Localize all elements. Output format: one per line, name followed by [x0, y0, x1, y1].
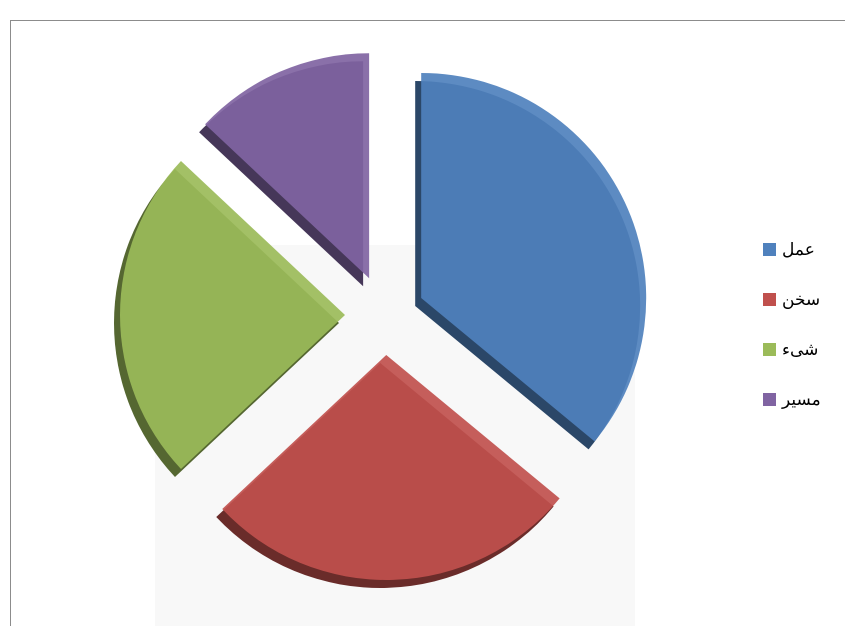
legend-swatch — [763, 293, 776, 306]
legend-swatch — [763, 343, 776, 356]
slice — [205, 53, 370, 279]
chart-frame — [10, 20, 845, 626]
legend-label: شیء — [782, 340, 818, 360]
slice — [421, 72, 647, 442]
legend-label: عمل — [782, 240, 815, 260]
slice — [119, 160, 345, 470]
legend-label: سخن — [782, 290, 820, 310]
legend-swatch — [763, 243, 776, 256]
slice — [222, 354, 560, 580]
legend-swatch — [763, 393, 776, 406]
legend-label: مسیر — [781, 390, 821, 410]
